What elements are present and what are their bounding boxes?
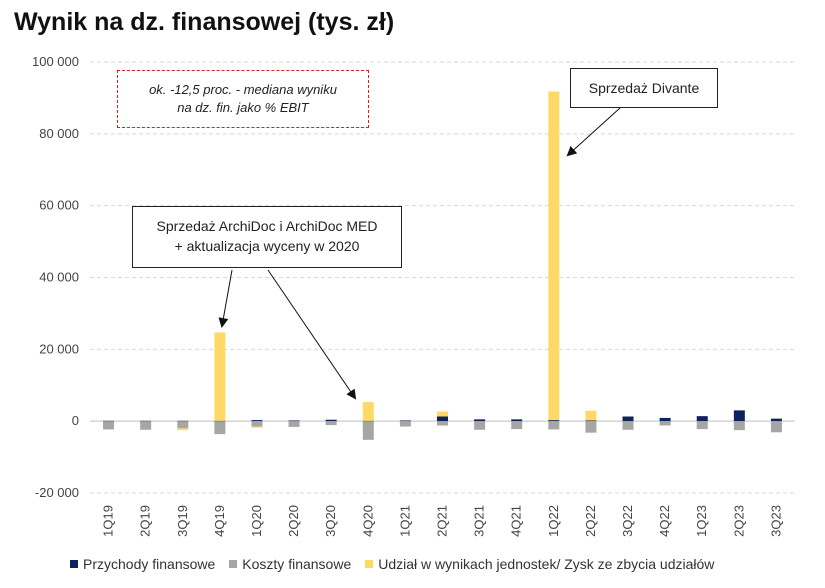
- callout-divante: Sprzedaż Divante: [570, 68, 718, 108]
- bar-koszty-2Q23: [733, 421, 745, 431]
- legend: Przychody finansowe Koszty finansowe Udz…: [70, 556, 714, 572]
- x-tick-label: 4Q22: [657, 505, 672, 537]
- x-tick-label: 2Q20: [286, 505, 301, 537]
- legend-item-przychody: Przychody finansowe: [70, 556, 215, 572]
- bar-udzial-4Q20: [362, 402, 374, 421]
- median-note-line2: na dz. fin. jako % EBIT: [177, 100, 309, 115]
- x-tick-label: 1Q22: [546, 505, 561, 537]
- x-tick-label: 4Q19: [212, 505, 227, 537]
- x-tick-label: 4Q21: [509, 505, 524, 537]
- y-tick-label: 20 000: [39, 341, 79, 356]
- bar-koszty-3Q20: [325, 421, 337, 426]
- bar-przychody-2Q20: [288, 420, 300, 422]
- bar-przychody-3Q21: [474, 419, 486, 422]
- callout-arrows: [218, 107, 621, 400]
- legend-item-koszty: Koszty finansowe: [229, 556, 351, 572]
- x-tick-label: 2Q19: [138, 505, 153, 537]
- bar-koszty-1Q21: [399, 421, 411, 427]
- arrow-to-4q19: [218, 269, 233, 328]
- callout-archidoc-line1: Sprzedaż ArchiDoc i ArchiDoc MED: [156, 218, 378, 234]
- bar-udzial-4Q19: [214, 332, 226, 421]
- median-note-line1: ok. -12,5 proc. - mediana wyniku: [149, 82, 337, 97]
- bar-przychody-1Q23: [696, 416, 708, 422]
- legend-item-udzial: Udział w wynikach jednostek/ Zysk ze zby…: [365, 556, 714, 572]
- bar-udzial-1Q20: [251, 426, 263, 428]
- median-note: ok. -12,5 proc. - mediana wyniku na dz. …: [117, 70, 369, 128]
- bar-koszty-4Q20: [362, 421, 374, 440]
- bar-udzial-3Q19: [177, 428, 189, 431]
- x-tick-label: 3Q23: [768, 505, 783, 537]
- x-tick-label: 1Q20: [249, 505, 264, 537]
- bar-udzial-2Q22: [585, 410, 597, 421]
- bar-udzial-1Q22: [548, 91, 560, 421]
- bar-koszty-4Q22: [659, 421, 671, 426]
- bar-przychody-4Q21: [511, 419, 523, 422]
- bar-przychody-2Q22: [585, 420, 597, 422]
- legend-label-przychody: Przychody finansowe: [83, 556, 216, 572]
- bar-przychody-1Q22: [548, 420, 560, 422]
- x-tick-label: 1Q21: [397, 505, 412, 537]
- bar-przychody-1Q20: [251, 420, 263, 422]
- callout-archidoc: Sprzedaż ArchiDoc i ArchiDoc MED + aktua…: [132, 206, 402, 268]
- y-tick-label: 80 000: [39, 126, 79, 141]
- bar-koszty-2Q19: [140, 421, 152, 430]
- legend-swatch-przychody: [70, 560, 78, 568]
- y-tick-label: -20 000: [35, 485, 79, 500]
- legend-swatch-koszty: [229, 560, 238, 568]
- bar-przychody-3Q20: [325, 419, 337, 422]
- bar-udzial-2Q21: [437, 411, 448, 417]
- x-tick-label: 2Q23: [731, 505, 746, 537]
- x-axis-tick-labels: 1Q19 2Q19 3Q19 4Q19 1Q20 2Q20 3Q20 4Q20 1Q21 2Q21…: [101, 505, 784, 537]
- x-tick-label: 3Q19: [175, 505, 190, 537]
- bar-koszty-2Q20: [288, 421, 300, 427]
- bar-koszty-3Q23: [770, 421, 782, 433]
- legend-swatch-udzial: [365, 560, 374, 568]
- bar-koszty-3Q19: [177, 421, 189, 429]
- bar-koszty-3Q22: [622, 421, 634, 430]
- x-tick-label: 2Q21: [435, 505, 450, 537]
- bar-koszty-4Q21: [511, 421, 523, 430]
- bar-koszty-4Q19: [214, 421, 226, 435]
- legend-label-koszty: Koszty finansowe: [242, 556, 352, 572]
- arrow-to-1q22: [566, 107, 621, 157]
- y-tick-label: 0: [72, 413, 79, 428]
- bar-koszty-2Q22: [585, 421, 597, 433]
- x-tick-label: 3Q22: [620, 505, 635, 537]
- y-tick-label: 40 000: [39, 270, 79, 285]
- bar-koszty-1Q20: [251, 421, 263, 427]
- y-tick-label: 60 000: [39, 198, 79, 213]
- bars: [103, 91, 782, 440]
- bar-przychody-4Q22: [659, 417, 671, 422]
- x-tick-label: 3Q21: [472, 505, 487, 537]
- bar-przychody-2Q23: [733, 410, 745, 422]
- bar-przychody-3Q23: [770, 418, 782, 422]
- x-tick-label: 1Q23: [694, 505, 709, 537]
- x-tick-label: 2Q22: [583, 505, 598, 537]
- callout-divante-line1: Sprzedaż Divante: [588, 80, 700, 96]
- arrow-to-4q20: [267, 269, 357, 400]
- x-tick-label: 3Q20: [323, 505, 338, 537]
- legend-label-udzial: Udział w wynikach jednostek/ Zysk ze zby…: [378, 556, 715, 572]
- bar-koszty-2Q21: [437, 421, 448, 426]
- x-tick-label: 1Q19: [101, 505, 116, 537]
- chart-title: Wynik na dz. finansowej (tys. zł): [14, 8, 395, 36]
- y-tick-label: 100 000: [32, 54, 79, 69]
- bar-koszty-1Q19: [103, 421, 115, 430]
- bar-przychody-2Q21: [437, 416, 448, 422]
- bar-koszty-1Q23: [696, 421, 708, 430]
- callout-archidoc-line2: + aktualizacja wyceny w 2020: [174, 238, 360, 254]
- bar-koszty-3Q21: [474, 421, 486, 430]
- y-axis-tick-labels: -20 000 0 20 000 40 000 60 000 80 000 100 000: [32, 54, 79, 500]
- x-tick-label: 4Q20: [360, 505, 375, 537]
- bar-przychody-1Q21: [399, 420, 411, 422]
- bar-koszty-1Q22: [548, 421, 560, 430]
- bar-przychody-3Q22: [622, 416, 634, 422]
